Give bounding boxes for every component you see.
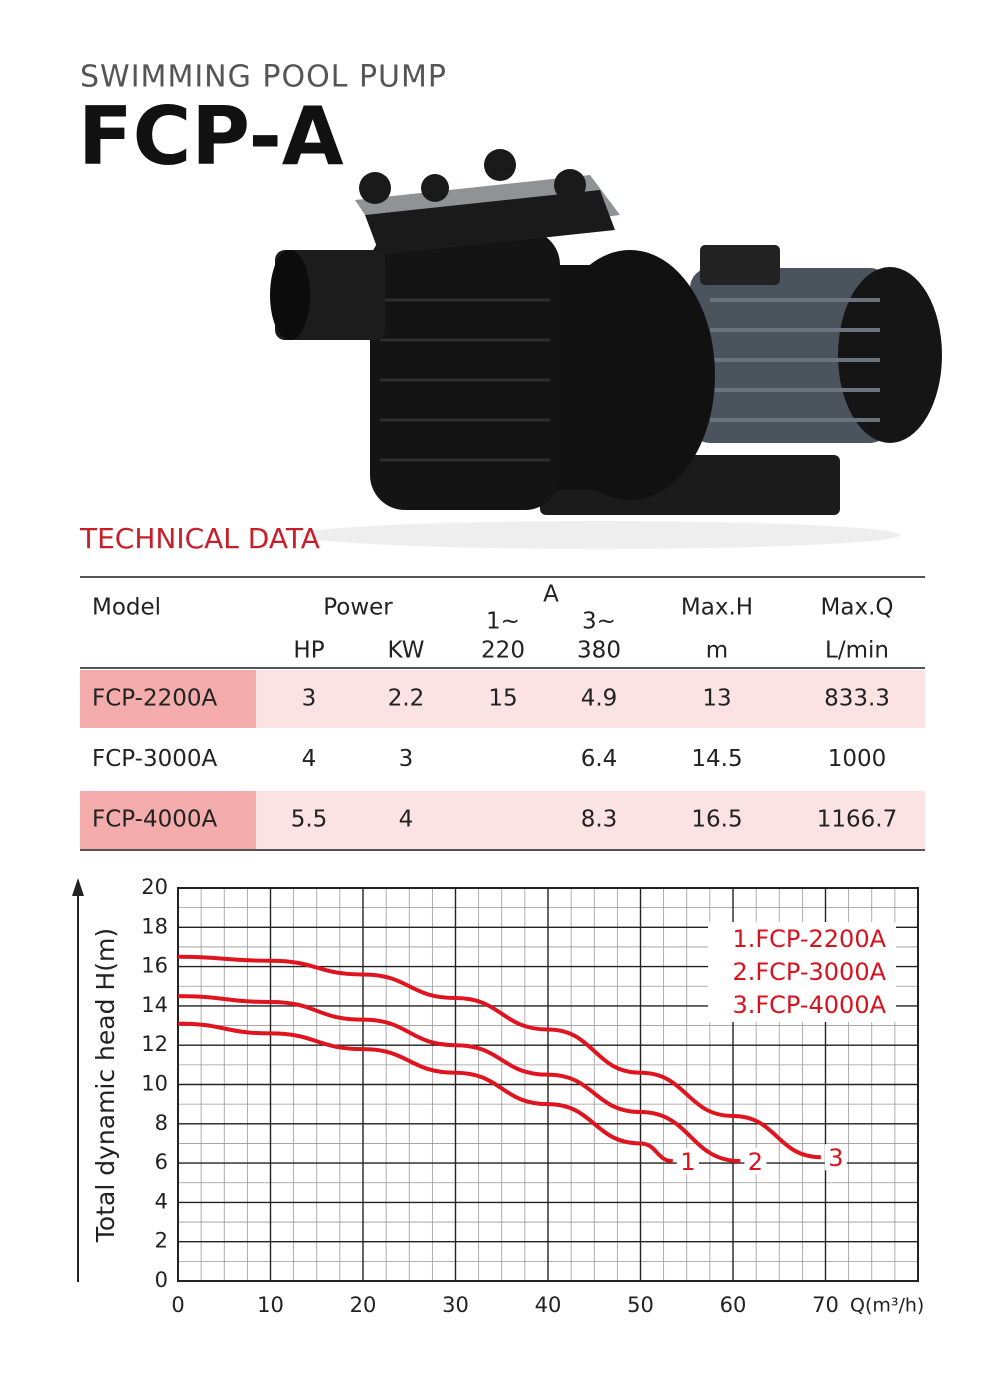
model-cell: FCP-4000A bbox=[92, 807, 217, 833]
header-cell: Max.Q bbox=[821, 595, 894, 621]
y-tick-label: 4 bbox=[155, 1189, 168, 1213]
y-tick-label: 12 bbox=[141, 1032, 168, 1056]
y-tick-label: 0 bbox=[155, 1268, 168, 1292]
data-cell: 13 bbox=[702, 686, 731, 712]
y-tick-label: 20 bbox=[141, 875, 168, 899]
pump-image bbox=[270, 149, 942, 549]
y-tick-label: 16 bbox=[141, 954, 168, 978]
header-cell: Model bbox=[92, 595, 161, 621]
data-cell: 4.9 bbox=[581, 686, 618, 712]
data-cell: 833.3 bbox=[824, 686, 890, 712]
data-cell: 8.3 bbox=[581, 807, 618, 833]
section-title: TECHNICAL DATA bbox=[79, 522, 320, 555]
x-tick-label: 20 bbox=[350, 1293, 377, 1317]
data-cell: 2.2 bbox=[388, 686, 425, 712]
plot-frame bbox=[177, 887, 919, 1282]
header-cell: Power bbox=[323, 595, 393, 621]
x-tick-label: 30 bbox=[442, 1293, 469, 1317]
x-tick-label: 10 bbox=[257, 1293, 284, 1317]
y-tick-label: 14 bbox=[141, 993, 168, 1017]
model-bg bbox=[80, 791, 256, 849]
data-cell: 6.4 bbox=[581, 746, 618, 772]
header-cell: 1~ bbox=[486, 609, 520, 635]
data-cell: 14.5 bbox=[691, 746, 742, 772]
header-cell: 3~ bbox=[582, 609, 616, 635]
data-cell: 1166.7 bbox=[817, 807, 897, 833]
x-tick-label: 70 bbox=[812, 1293, 839, 1317]
point-label: 3 bbox=[828, 1144, 843, 1172]
y-axis-label: Total dynamic head H(m) bbox=[91, 928, 120, 1243]
x-axis-label: Q(m³/h) bbox=[850, 1295, 924, 1317]
data-cell: 1000 bbox=[828, 746, 887, 772]
legend-entry: 1.FCP-2200A bbox=[732, 925, 886, 953]
data-cell: 16.5 bbox=[691, 807, 742, 833]
model-cell: FCP-3000A bbox=[92, 746, 217, 772]
axis-arrow-head bbox=[72, 878, 84, 896]
unit-cell: L/min bbox=[825, 638, 889, 664]
point-label-bg bbox=[824, 1144, 847, 1171]
title: FCP-A bbox=[78, 90, 344, 183]
unit-cell: m bbox=[706, 638, 728, 664]
data-cell: 3 bbox=[399, 746, 414, 772]
data-cell: 4 bbox=[399, 807, 414, 833]
curve bbox=[177, 954, 821, 1160]
data-cell: 3 bbox=[302, 686, 317, 712]
y-tick-label: 6 bbox=[155, 1150, 168, 1174]
x-tick-label: 0 bbox=[171, 1293, 184, 1317]
x-tick-label: 60 bbox=[720, 1293, 747, 1317]
model-cell: FCP-2200A bbox=[92, 686, 217, 712]
model-bg bbox=[80, 670, 256, 728]
subtitle: SWIMMING POOL PUMP bbox=[80, 60, 447, 95]
point-label: 1 bbox=[680, 1148, 695, 1176]
point-label-bg bbox=[676, 1148, 699, 1175]
header-cell: Max.H bbox=[681, 595, 753, 621]
curve bbox=[177, 1021, 674, 1164]
legend-entry: 2.FCP-3000A bbox=[732, 958, 886, 986]
data-cell: 5.5 bbox=[291, 807, 328, 833]
chart: Total dynamic head H(m) Q(m³/h) 0 10 20 30 4… bbox=[72, 875, 924, 1317]
table: Model Power A 1~ 3~ Max.H Max.Q HP KW 220 380 m L/mi… bbox=[80, 582, 925, 849]
unit-cell: HP bbox=[293, 638, 324, 664]
point-label: 2 bbox=[748, 1148, 763, 1176]
unit-cell: KW bbox=[387, 638, 424, 664]
y-tick-label: 2 bbox=[155, 1229, 168, 1253]
legend-bg bbox=[708, 922, 896, 1022]
header-cell: A bbox=[543, 582, 559, 608]
data-cell: 4 bbox=[302, 746, 317, 772]
unit-cell: 220 bbox=[481, 638, 525, 664]
data-cell: 15 bbox=[488, 686, 517, 712]
y-tick-label: 18 bbox=[141, 914, 168, 938]
point-label-bg bbox=[744, 1148, 767, 1175]
x-tick-label: 40 bbox=[535, 1293, 562, 1317]
y-tick-label: 10 bbox=[141, 1072, 168, 1096]
x-tick-label: 50 bbox=[627, 1293, 654, 1317]
curve bbox=[177, 994, 741, 1164]
y-tick-label: 8 bbox=[155, 1111, 168, 1135]
unit-cell: 380 bbox=[577, 638, 621, 664]
legend-entry: 3.FCP-4000A bbox=[732, 991, 886, 1019]
